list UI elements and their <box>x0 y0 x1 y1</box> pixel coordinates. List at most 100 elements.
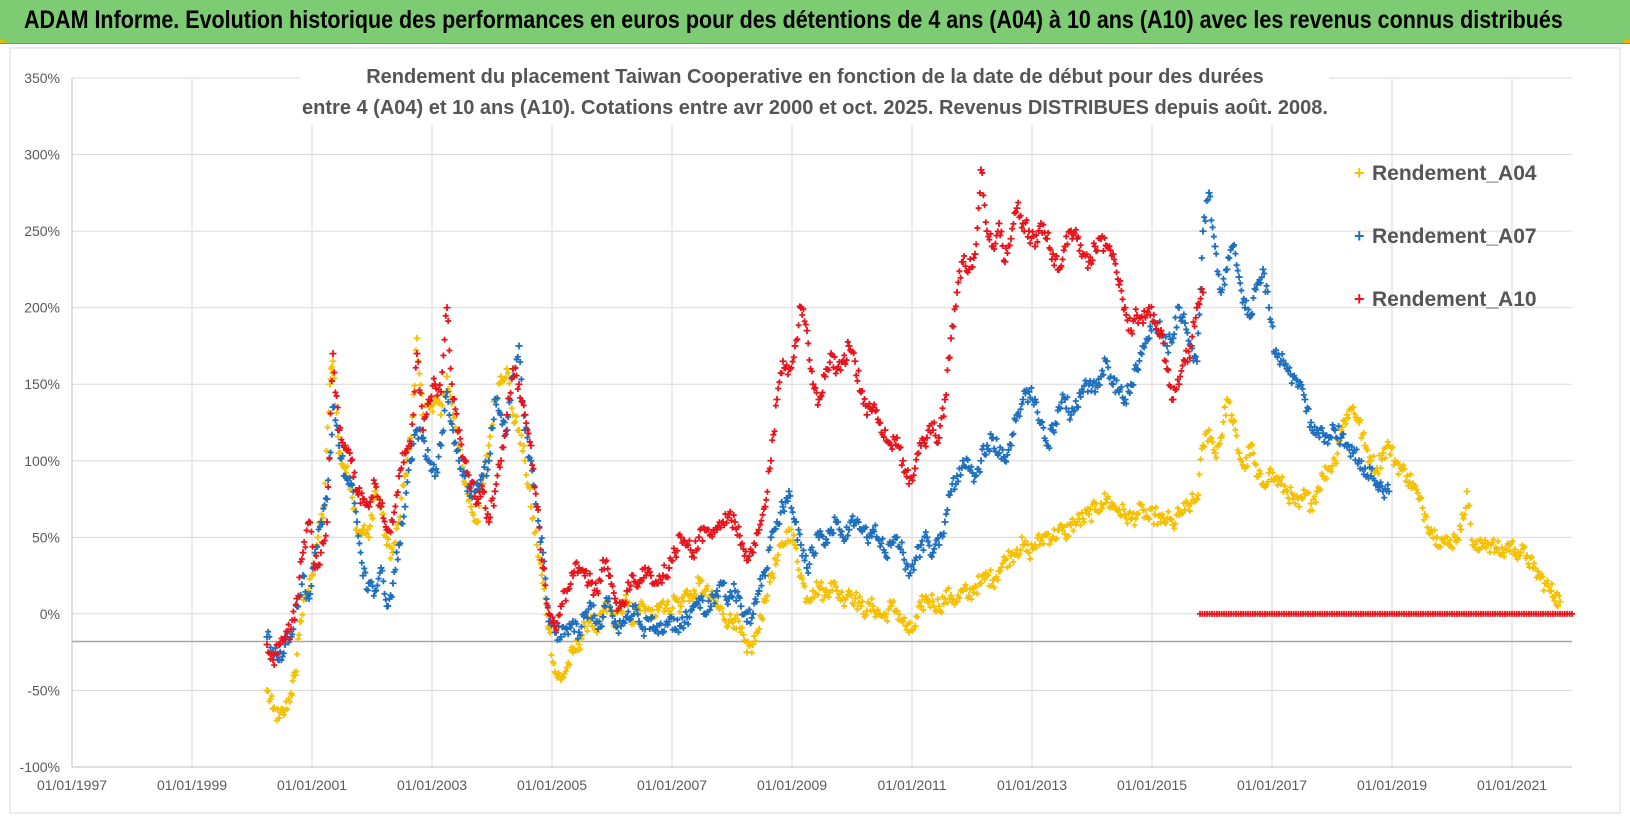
scatter-mark-rendement_a04 <box>915 603 922 610</box>
scatter-mark-rendement_a07 <box>538 535 545 542</box>
scatter-mark-rendement_a04 <box>922 593 929 600</box>
scatter-mark-rendement_a04 <box>901 615 908 622</box>
scatter-mark-rendement_a10 <box>355 491 362 498</box>
scatter-mark-rendement_a04 <box>566 661 573 668</box>
scatter-mark-rendement_a07 <box>1051 429 1058 436</box>
scatter-mark-rendement_a04 <box>783 528 790 535</box>
scatter-mark-rendement_a04 <box>1545 583 1552 590</box>
scatter-mark-rendement_a04 <box>1075 511 1082 518</box>
scatter-mark-rendement_a07 <box>622 613 629 620</box>
scatter-mark-rendement_a04 <box>328 363 335 370</box>
scatter-mark-rendement_a04 <box>1244 463 1251 470</box>
scatter-mark-rendement_a04 <box>284 706 291 713</box>
scatter-mark-rendement_a10 <box>783 362 790 369</box>
scatter-mark-rendement_a10 <box>820 371 827 378</box>
scatter-mark-rendement_a10 <box>1108 252 1115 259</box>
scatter-mark-rendement_a10 <box>298 555 305 562</box>
scatter-mark-rendement_a07 <box>598 623 605 630</box>
data-point-rendement_a10 <box>953 288 961 296</box>
scatter-mark-rendement_a07 <box>1315 430 1322 436</box>
scatter-mark-rendement_a07 <box>379 567 386 574</box>
scatter-mark-rendement_a10 <box>1123 311 1130 318</box>
scatter-mark-rendement_a07 <box>1208 217 1215 224</box>
scatter-mark-rendement_a07 <box>578 623 585 630</box>
scatter-mark-rendement_a10 <box>430 375 437 382</box>
scatter-mark-rendement_a07 <box>758 582 765 589</box>
scatter-mark-rendement_a04 <box>1165 508 1172 515</box>
scatter-mark-rendement_a07 <box>1071 407 1078 414</box>
scatter-mark-rendement_a10 <box>356 485 363 492</box>
scatter-mark-rendement_a10 <box>937 422 944 429</box>
scatter-mark-rendement_a10 <box>470 479 477 486</box>
scatter-mark-rendement_a10 <box>1010 220 1017 227</box>
scatter-mark-rendement_a07 <box>590 602 597 609</box>
scatter-mark-rendement_a07 <box>321 501 328 508</box>
scatter-mark-rendement_a07 <box>1372 482 1379 489</box>
scatter-mark-rendement_a04 <box>956 594 963 601</box>
scatter-mark-rendement_a04 <box>346 486 353 493</box>
scatter-mark-rendement_a10 <box>801 318 808 325</box>
scatter-mark-rendement_a07 <box>1105 364 1112 371</box>
scatter-mark-rendement_a10 <box>530 465 537 472</box>
scatter-mark-rendement_a10 <box>1118 287 1125 294</box>
scatter-mark-rendement_a07 <box>487 450 494 457</box>
scatter-mark-rendement_a04 <box>1040 540 1047 547</box>
scatter-mark-rendement_a04 <box>652 613 659 619</box>
scatter-mark-rendement_a07 <box>392 566 399 573</box>
scatter-mark-rendement_a10 <box>394 489 401 496</box>
y-tick-label: 100% <box>24 453 60 469</box>
scatter-mark-rendement_a10 <box>310 560 317 567</box>
scatter-mark-rendement_a07 <box>848 517 855 524</box>
scatter-mark-rendement_a10 <box>748 548 755 555</box>
scatter-mark-rendement_a07 <box>808 544 815 551</box>
scatter-mark-rendement_a07 <box>928 553 935 560</box>
scatter-mark-rendement_a04 <box>997 568 1004 575</box>
scatter-mark-rendement_a07 <box>285 639 292 646</box>
scatter-mark-rendement_a07 <box>706 607 713 614</box>
data-point-rendement_a10 <box>779 357 787 365</box>
scatter-mark-rendement_a04 <box>676 608 683 615</box>
scatter-mark-rendement_a07 <box>494 395 501 402</box>
scatter-mark-rendement_a07 <box>542 575 549 582</box>
scatter-mark-rendement_a04 <box>1257 470 1264 477</box>
scatter-mark-rendement_a07 <box>1179 314 1186 321</box>
scatter-mark-rendement_a04 <box>1378 456 1385 463</box>
scatter-mark-rendement_a04 <box>1039 534 1046 541</box>
scatter-mark-rendement_a07 <box>1279 350 1286 357</box>
scatter-mark-rendement_a07 <box>1016 413 1023 420</box>
scatter-mark-rendement_a10 <box>778 370 785 377</box>
scatter-mark-rendement_a04 <box>1503 547 1510 554</box>
scatter-mark-rendement_a10 <box>656 572 663 579</box>
scatter-mark-rendement_a07 <box>1239 299 1246 306</box>
scatter-mark-rendement_a10 <box>727 508 734 515</box>
scatter-mark-rendement_a07 <box>1378 483 1385 490</box>
data-point-rendement_a07 <box>1265 304 1273 312</box>
scatter-mark-rendement_a10 <box>308 528 315 535</box>
scatter-mark-rendement_a10 <box>940 413 947 420</box>
scatter-mark-rendement_a04 <box>1418 495 1425 502</box>
scatter-mark-rendement_a04 <box>1525 560 1532 567</box>
scatter-mark-rendement_a10 <box>969 264 976 271</box>
scatter-mark-rendement_a10 <box>639 566 646 573</box>
y-tick-label: 250% <box>24 223 60 239</box>
scatter-mark-rendement_a04 <box>663 601 670 608</box>
data-point-rendement_a04 <box>467 503 475 511</box>
scatter-mark-rendement_a04 <box>829 587 836 594</box>
scatter-mark-rendement_a04 <box>1111 502 1118 509</box>
scatter-mark-rendement_a10 <box>837 367 844 374</box>
scatter-mark-rendement_a04 <box>631 620 638 627</box>
scatter-mark-rendement_a07 <box>484 466 491 473</box>
scatter-mark-rendement_a04 <box>1053 535 1060 542</box>
scatter-mark-rendement_a10 <box>544 604 551 611</box>
scatter-mark-rendement_a10 <box>1071 230 1078 237</box>
scatter-mark-rendement_a04 <box>946 595 953 602</box>
scatter-mark-rendement_a04 <box>1066 520 1073 527</box>
scatter-mark-rendement_a10 <box>717 524 724 531</box>
scatter-mark-rendement_a04 <box>1162 520 1169 527</box>
data-point-rendement_a07 <box>401 503 409 511</box>
data-point-rendement_a07 <box>803 564 811 572</box>
data-point-rendement_a04 <box>365 533 373 541</box>
scatter-mark-rendement_a04 <box>319 514 326 521</box>
scatter-mark-rendement_a07 <box>349 482 356 489</box>
scatter-mark-rendement_a07 <box>1180 311 1187 318</box>
